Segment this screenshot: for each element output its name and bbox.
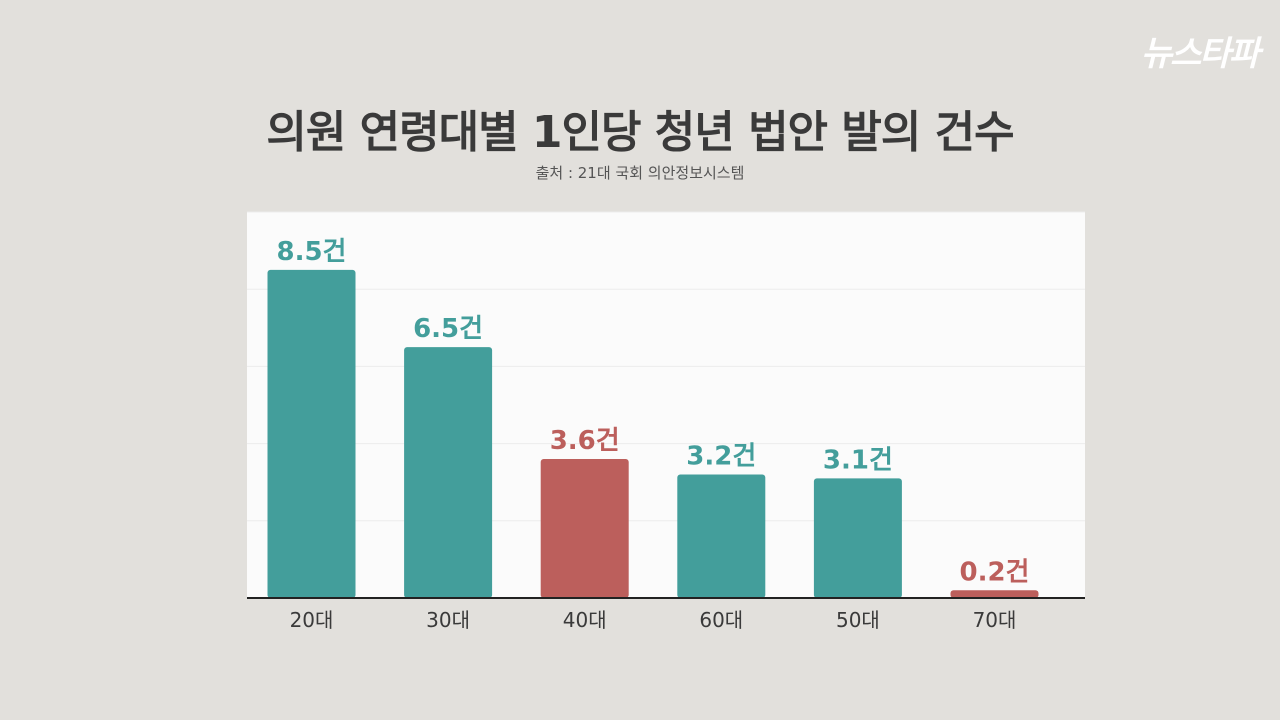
data-label: 8.5건 [277, 237, 347, 267]
brand-logo: 뉴스타파 [1140, 34, 1260, 74]
data-label: 3.1건 [823, 445, 893, 475]
x-tick-label: 40대 [563, 608, 607, 632]
bar [677, 474, 766, 598]
x-tick-label: 70대 [973, 608, 1017, 632]
data-label: 3.6건 [550, 426, 620, 456]
x-tick-label: 20대 [290, 608, 334, 632]
bar [267, 269, 356, 598]
x-tick-label: 50대 [836, 608, 880, 632]
data-label: 3.2건 [686, 441, 756, 471]
x-tick-label: 60대 [699, 608, 743, 632]
x-tick-label: 30대 [426, 608, 470, 632]
bar [540, 459, 629, 598]
chart-source: 출처 : 21대 국회 의안정보시스템 [535, 164, 745, 182]
bar [813, 478, 902, 598]
data-label: 6.5건 [413, 314, 483, 344]
bar [404, 347, 493, 598]
bar [950, 590, 1039, 598]
chart-panel [247, 212, 1085, 598]
chart-title: 의원 연령대별 1인당 청년 법안 발의 건수 [266, 107, 1014, 158]
data-label: 0.2건 [960, 557, 1030, 587]
